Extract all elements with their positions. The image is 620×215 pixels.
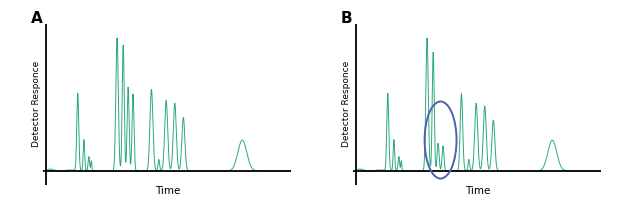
X-axis label: Time: Time bbox=[155, 186, 180, 196]
Text: B: B bbox=[341, 11, 353, 26]
Y-axis label: Detector Responce: Detector Responce bbox=[32, 61, 41, 147]
X-axis label: Time: Time bbox=[465, 186, 490, 196]
Text: A: A bbox=[31, 11, 43, 26]
Y-axis label: Detector Responce: Detector Responce bbox=[342, 61, 351, 147]
